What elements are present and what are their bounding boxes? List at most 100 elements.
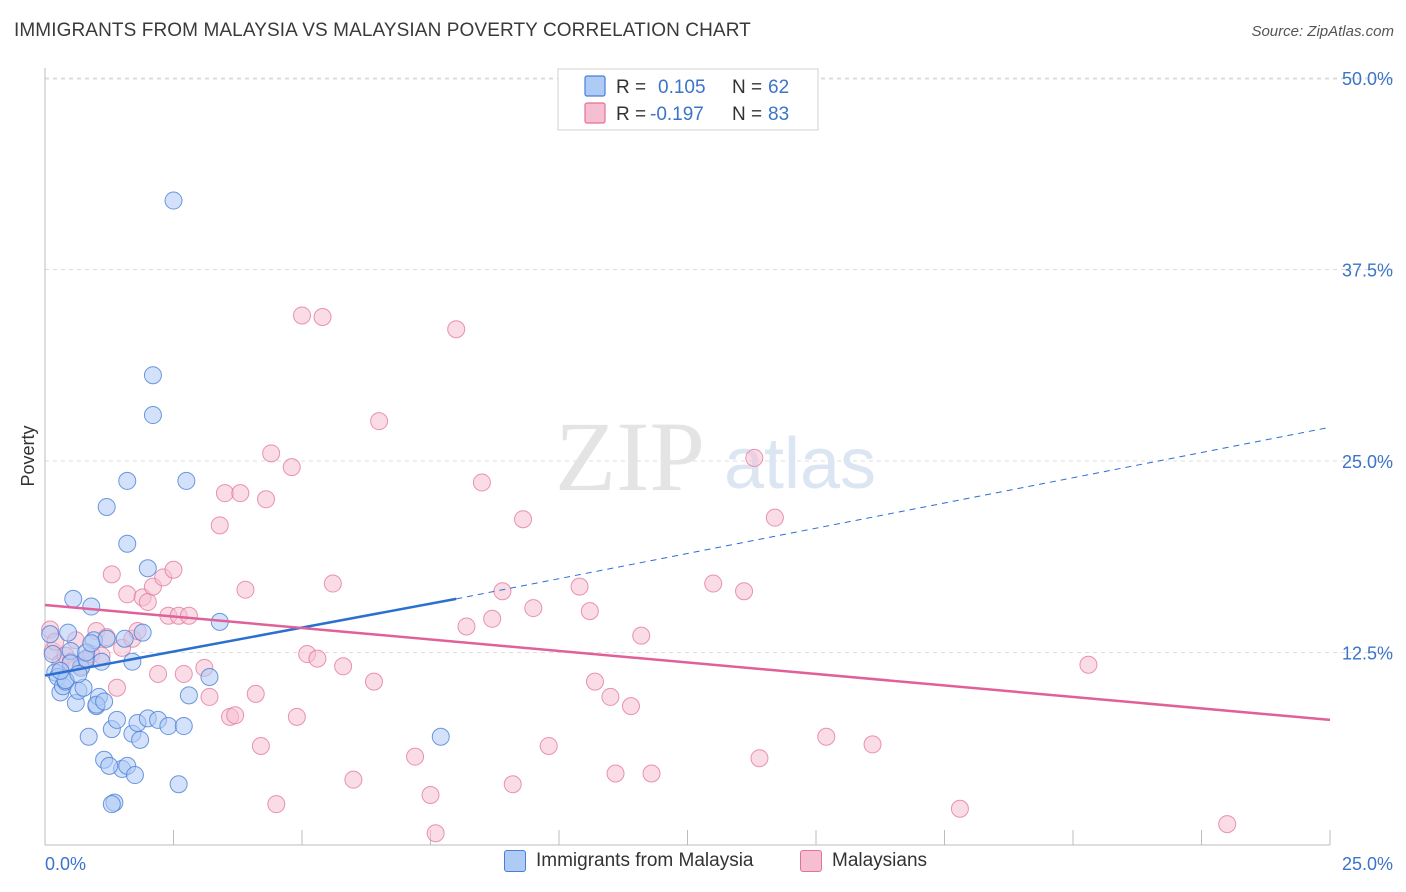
point-immigrants	[125, 766, 144, 785]
legend-r-value-1: 0.105	[658, 77, 706, 98]
point-malaysians	[447, 320, 466, 339]
gridlines	[45, 77, 1393, 653]
bottom-legend-item-malaysians[interactable]: Malaysians	[800, 850, 927, 872]
point-malaysians	[503, 775, 522, 794]
point-malaysians	[406, 747, 425, 766]
watermark-zip: ZIP	[555, 401, 705, 512]
bottom-legend-swatch-blue	[504, 850, 526, 872]
point-immigrants	[143, 366, 162, 385]
point-malaysians	[313, 307, 332, 326]
point-malaysians	[174, 664, 193, 683]
point-malaysians	[472, 473, 491, 492]
point-malaysians	[524, 599, 543, 618]
point-malaysians	[483, 609, 502, 628]
chart-title: IMMIGRANTS FROM MALAYSIA VS MALAYSIAN PO…	[14, 20, 751, 41]
point-malaysians	[493, 582, 512, 601]
trend-line-immigrants-extension	[456, 426, 1331, 600]
point-immigrants	[107, 710, 126, 729]
point-malaysians	[421, 785, 440, 804]
bottom-legend: Immigrants from Malaysia Malaysians	[0, 850, 1406, 880]
point-immigrants	[164, 191, 183, 210]
point-malaysians	[364, 672, 383, 691]
legend-r-label-1: R =	[616, 77, 646, 98]
watermark-atlas: atlas	[724, 424, 876, 504]
point-malaysians	[149, 664, 168, 683]
point-malaysians	[704, 574, 723, 593]
y-tick-label: 50.0%	[1342, 69, 1393, 89]
point-immigrants	[79, 727, 98, 746]
point-immigrants	[102, 795, 121, 814]
point-immigrants	[431, 727, 450, 746]
legend-r-label-2: R =	[616, 104, 646, 125]
point-malaysians	[323, 574, 342, 593]
point-malaysians	[210, 516, 229, 535]
series-malaysians-points	[41, 306, 1237, 843]
point-malaysians	[514, 510, 533, 529]
point-malaysians	[632, 626, 651, 645]
point-immigrants	[43, 645, 62, 664]
point-malaysians	[179, 606, 198, 625]
point-malaysians	[246, 684, 265, 703]
point-malaysians	[287, 707, 306, 726]
point-malaysians	[262, 444, 281, 463]
point-immigrants	[64, 589, 83, 608]
point-immigrants	[95, 692, 114, 711]
legend-n-value-2: 83	[768, 104, 789, 125]
legend-n-label-1: N =	[732, 77, 762, 98]
bottom-legend-item-immigrants[interactable]: Immigrants from Malaysia	[504, 850, 754, 872]
point-malaysians	[601, 687, 620, 706]
point-malaysians	[570, 577, 589, 596]
point-malaysians	[765, 508, 784, 527]
point-malaysians	[102, 565, 121, 584]
point-malaysians	[334, 657, 353, 676]
point-malaysians	[370, 412, 389, 431]
legend-box: R = 0.105 N = 62 R = -0.197 N = 83	[557, 68, 819, 131]
y-axis-label: Poverty	[18, 425, 38, 486]
point-malaysians	[735, 582, 754, 601]
point-immigrants	[143, 406, 162, 425]
point-malaysians	[344, 770, 363, 789]
point-malaysians	[585, 672, 604, 691]
point-immigrants	[200, 668, 219, 687]
point-immigrants	[133, 623, 152, 642]
point-immigrants	[169, 775, 188, 794]
point-immigrants	[100, 756, 119, 775]
legend-swatch-pink	[584, 102, 606, 124]
point-malaysians	[267, 795, 286, 814]
point-immigrants	[174, 717, 193, 736]
point-malaysians	[745, 448, 764, 467]
x-tick-labels: 0.0% 25.0%	[45, 854, 1393, 874]
trend-line-malaysians	[44, 603, 1331, 722]
point-malaysians	[257, 490, 276, 509]
y-tick-label: 37.5%	[1342, 261, 1393, 281]
point-malaysians	[642, 764, 661, 783]
series-immigrants-points	[41, 191, 450, 814]
source-label: Source: ZipAtlas.com	[1251, 23, 1394, 40]
point-malaysians	[539, 736, 558, 755]
point-malaysians	[606, 764, 625, 783]
point-malaysians	[817, 727, 836, 746]
x-tick-label: 25.0%	[1342, 854, 1393, 874]
point-immigrants	[123, 652, 142, 671]
point-immigrants	[41, 625, 60, 644]
legend-r-value-2: -0.197	[650, 104, 704, 125]
point-immigrants	[179, 686, 198, 705]
point-malaysians	[118, 585, 137, 604]
point-malaysians	[200, 687, 219, 706]
bottom-legend-label-immigrants: Immigrants from Malaysia	[536, 850, 754, 871]
point-malaysians	[293, 306, 311, 325]
y-tick-labels: 12.5% 25.0% 37.5% 50.0%	[1342, 69, 1393, 664]
point-immigrants	[92, 652, 111, 671]
point-malaysians	[226, 706, 245, 725]
point-malaysians	[282, 458, 301, 477]
point-malaysians	[308, 649, 327, 668]
point-immigrants	[115, 629, 134, 648]
watermark: ZIP atlas	[555, 401, 876, 512]
bottom-legend-label-malaysians: Malaysians	[832, 850, 928, 871]
point-malaysians	[231, 484, 250, 503]
point-immigrants	[131, 730, 150, 749]
point-immigrants	[97, 497, 116, 516]
point-immigrants	[97, 629, 116, 648]
trend-lines	[44, 426, 1331, 722]
